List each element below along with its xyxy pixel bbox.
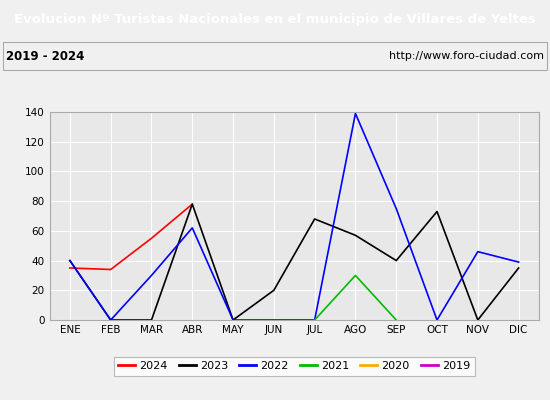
Legend: 2024, 2023, 2022, 2021, 2020, 2019: 2024, 2023, 2022, 2021, 2020, 2019 (114, 357, 475, 376)
Text: Evolucion Nº Turistas Nacionales en el municipio de Villares de Yeltes: Evolucion Nº Turistas Nacionales en el m… (14, 14, 536, 26)
Text: 2019 - 2024: 2019 - 2024 (6, 50, 84, 62)
Text: http://www.foro-ciudad.com: http://www.foro-ciudad.com (389, 51, 544, 61)
